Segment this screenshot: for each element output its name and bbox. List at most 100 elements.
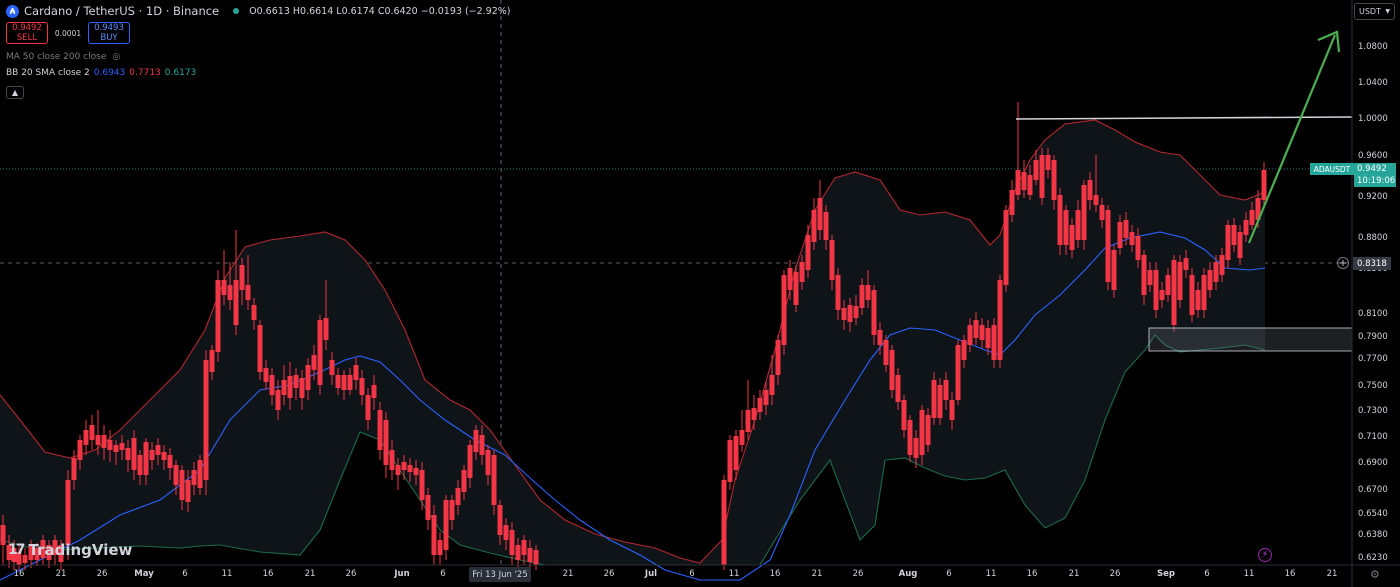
ma-indicator-legend[interactable]: MA 50 close 200 close ◎ [6, 52, 120, 62]
candle-body [1225, 225, 1231, 260]
candle-body [173, 465, 179, 485]
candle [799, 255, 805, 290]
candle-body [113, 445, 119, 452]
candle [28, 540, 34, 568]
candle [191, 462, 197, 495]
candle [727, 435, 733, 490]
candle-body [751, 408, 757, 420]
time-tick-label: 11 [1243, 569, 1255, 579]
candle [437, 532, 443, 565]
candle [1003, 205, 1009, 292]
sell-button[interactable]: 0.9492 SELL [6, 22, 48, 44]
symbol-title[interactable]: Cardano / TetherUS · 1D · Binance [24, 4, 220, 18]
candle [263, 360, 269, 390]
price-tick-label: 0.6700 [1358, 485, 1388, 495]
candle-body [925, 415, 931, 445]
tradingview-logo[interactable]: 17 TradingView [8, 541, 132, 559]
candle [281, 365, 287, 405]
candle [811, 198, 817, 250]
candle [101, 425, 107, 460]
lightning-icon[interactable]: ⚡ [1258, 548, 1272, 562]
add-alert-plus-icon[interactable]: + [1337, 257, 1349, 269]
bb-indicator-legend[interactable]: BB 20 SMA close 2 0.6943 0.7713 0.6173 [6, 68, 196, 78]
time-tick-label: 6 [689, 569, 695, 579]
candle [1033, 150, 1039, 185]
candle [137, 450, 143, 485]
support-zone[interactable] [1148, 327, 1353, 352]
candle-body [1093, 195, 1099, 205]
candle [829, 235, 835, 290]
candle [245, 255, 251, 310]
projection-arrow[interactable] [1247, 30, 1341, 244]
candle-body [745, 410, 751, 432]
candle [497, 500, 503, 545]
bb-basis-value: 0.6943 [93, 68, 126, 78]
candle [769, 355, 775, 405]
candle-body [293, 375, 299, 388]
candle-body [155, 445, 161, 455]
collapse-legend-button[interactable]: ▲ [6, 86, 24, 99]
candle-body [383, 420, 389, 465]
gear-icon[interactable]: ⚙ [1370, 568, 1380, 581]
candle-body [143, 442, 149, 475]
candle [317, 315, 323, 395]
buy-button[interactable]: 0.9493 BUY [88, 22, 130, 44]
candle [943, 372, 949, 410]
candle-body [1171, 260, 1177, 325]
price-tick-label: 0.9600 [1358, 151, 1388, 161]
candle-body [1231, 225, 1237, 245]
price-tick-label: 0.6380 [1358, 530, 1388, 540]
candle [185, 470, 191, 512]
candle-body [28, 545, 34, 560]
currency-select[interactable]: USDT ▼ [1354, 3, 1395, 20]
candle [775, 335, 781, 385]
candle-body [841, 308, 847, 320]
candle [721, 475, 727, 570]
last-price-tag: ADAUSDT 0.9492 10:19:06 [1310, 163, 1396, 187]
resistance-line[interactable] [1015, 116, 1353, 120]
candle [161, 445, 167, 470]
time-tick-label: 21 [1068, 569, 1080, 579]
candle [209, 345, 215, 380]
candle-body [985, 328, 991, 348]
candle-body [1261, 170, 1267, 200]
candle-body [1057, 195, 1063, 245]
candle [1099, 198, 1105, 228]
candle [1069, 218, 1075, 258]
candle-body [107, 440, 113, 450]
candle [125, 440, 131, 472]
candle-body [317, 320, 323, 385]
candle-body [58, 545, 64, 562]
candle [143, 438, 149, 485]
candle-body [1249, 210, 1255, 225]
candle [83, 420, 89, 455]
candle-body [95, 435, 101, 445]
candle-body [473, 430, 479, 452]
candle [751, 395, 757, 430]
candle [1015, 102, 1021, 200]
candle-body [479, 435, 485, 455]
candle [1045, 148, 1051, 178]
candle-body [245, 285, 251, 300]
candle-body [533, 550, 539, 565]
candle [173, 460, 179, 495]
candle [1243, 212, 1249, 242]
candle [973, 312, 979, 345]
candle [479, 425, 485, 465]
price-tick-label: 0.6540 [1358, 509, 1388, 519]
candle [251, 298, 257, 330]
eye-hidden-icon[interactable]: ◎ [112, 52, 121, 62]
candle [1189, 268, 1195, 322]
candle [763, 382, 769, 415]
candle [40, 535, 46, 565]
time-tick-label: Sep [1157, 569, 1175, 579]
candle [203, 350, 209, 495]
candle [733, 430, 739, 480]
candle-body [461, 470, 467, 492]
time-tick-label: May [134, 569, 154, 579]
candle [883, 335, 889, 372]
candle-body [46, 545, 52, 560]
candle [919, 405, 925, 465]
candle-body [1129, 232, 1135, 245]
